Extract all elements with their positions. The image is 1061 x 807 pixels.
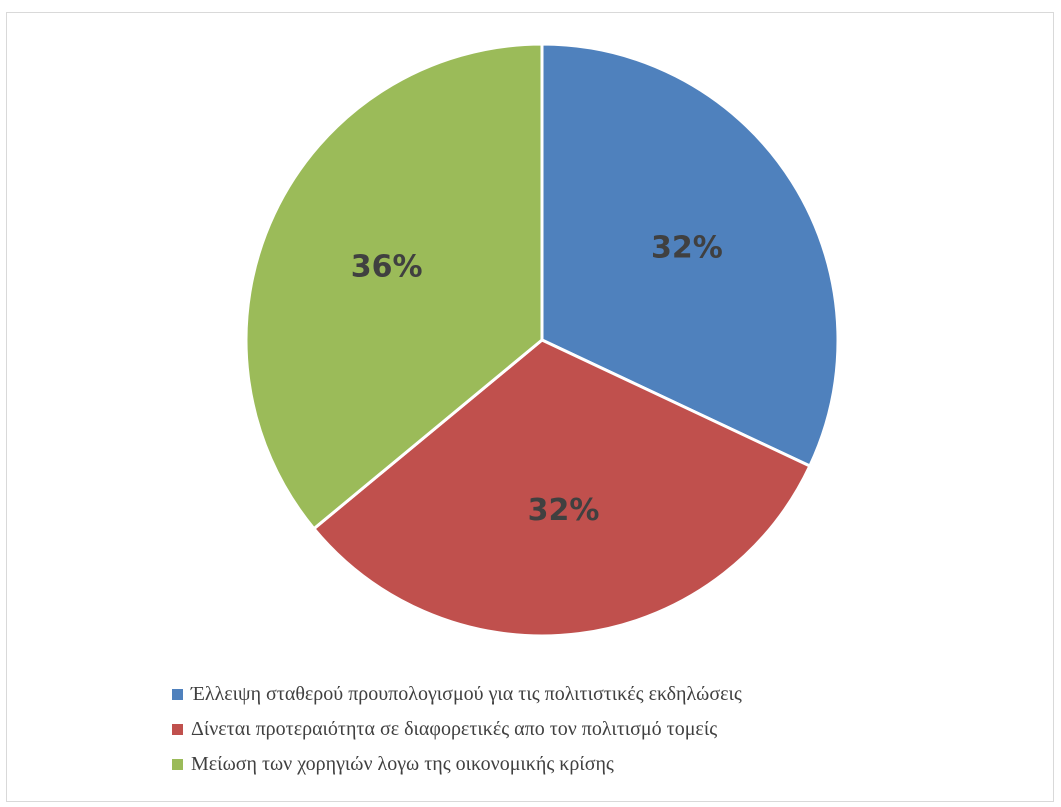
data-label-2: 32%	[528, 493, 600, 528]
pie-slice-2	[311, 338, 812, 638]
legend: Έλλειψη σταθερού προυπολογισμού για τις …	[172, 677, 742, 782]
legend-label-2: Δίνεται προτεραιότητα σε διαφορετικές απ…	[191, 718, 718, 740]
pie-slice-1	[540, 42, 840, 469]
legend-item-1: Έλλειψη σταθερού προυπολογισμού για τις …	[172, 677, 742, 712]
data-label-3: 36%	[351, 249, 423, 284]
pie-slice-3	[244, 42, 544, 531]
legend-label-3: Μείωση των χορηγιών λογω της οικονομικής…	[191, 753, 614, 775]
data-label-1: 32%	[651, 231, 723, 266]
pie-slices	[244, 42, 840, 638]
legend-label-1: Έλλειψη σταθερού προυπολογισμού για τις …	[191, 683, 742, 705]
legend-swatch-1	[172, 689, 183, 700]
legend-swatch-3	[172, 759, 183, 770]
data-labels: 32% 32% 36%	[351, 231, 723, 528]
legend-item-2: Δίνεται προτεραιότητα σε διαφορετικές απ…	[172, 712, 742, 747]
legend-swatch-2	[172, 724, 183, 735]
legend-item-3: Μείωση των χορηγιών λογω της οικονομικής…	[172, 747, 742, 782]
